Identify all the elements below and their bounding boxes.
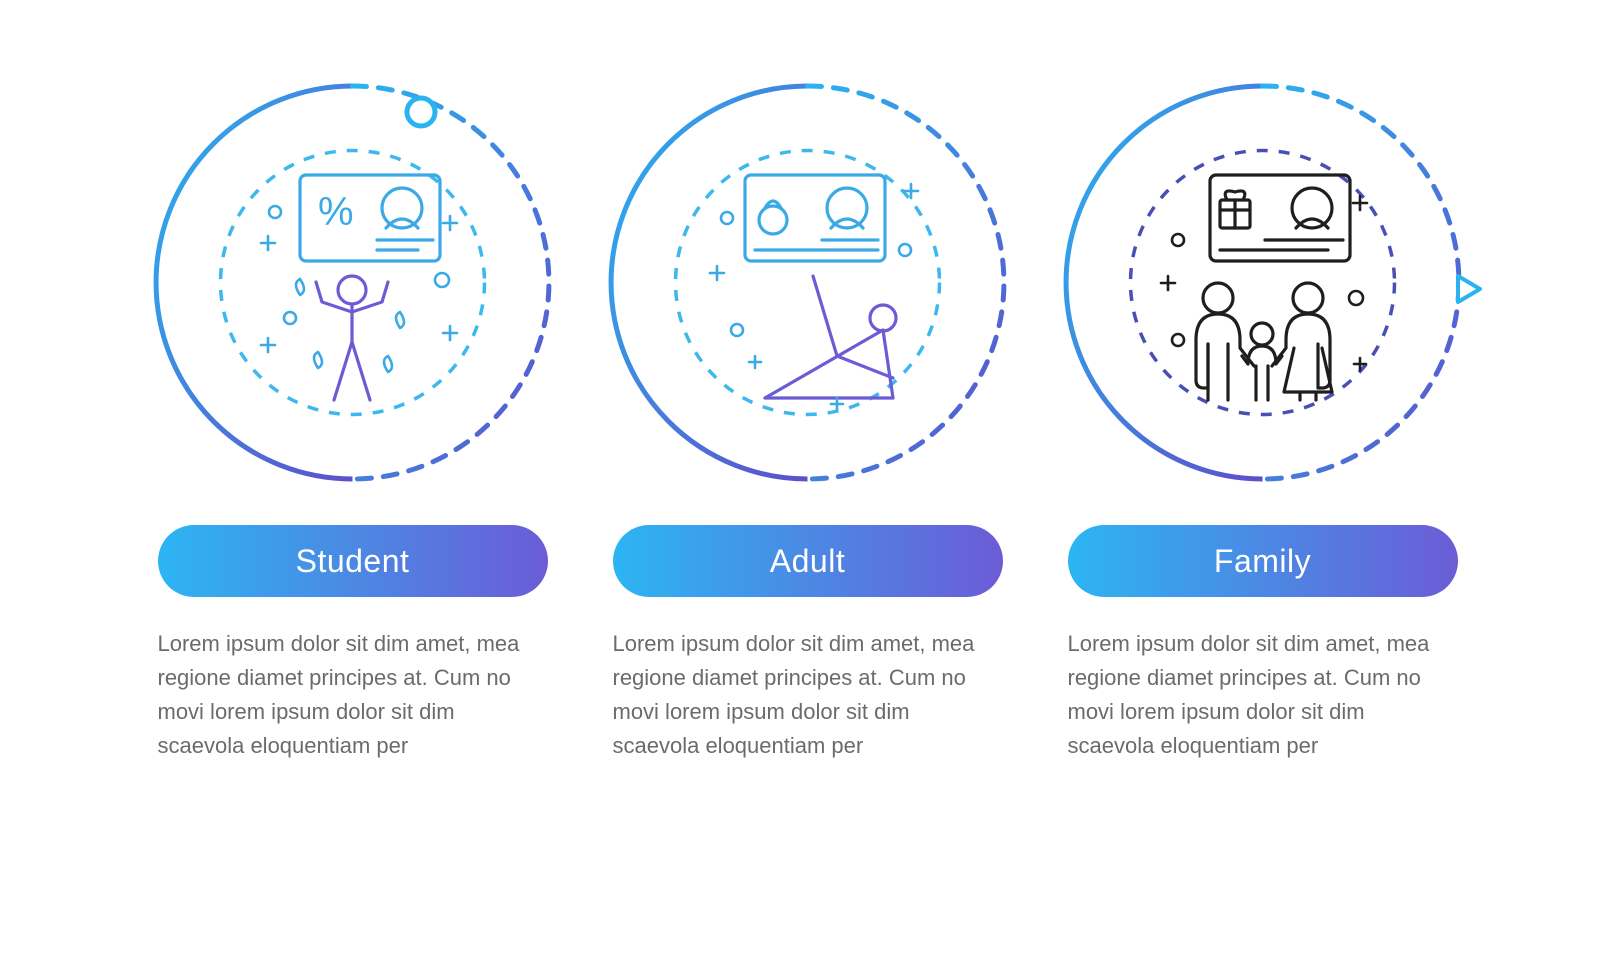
- pill-label: Adult: [770, 543, 845, 580]
- arrow-head-icon: [1458, 276, 1480, 302]
- adult-icon: [710, 175, 918, 410]
- family-icon: [1161, 175, 1367, 400]
- pill-student: Student: [158, 525, 548, 597]
- pill-label: Family: [1214, 543, 1311, 580]
- col-adult: Adult Lorem ipsum dolor sit dim amet, me…: [605, 80, 1010, 763]
- columns-row: %: [150, 80, 1465, 763]
- ring-adult: [605, 80, 1010, 485]
- ring-marker: [407, 98, 435, 126]
- student-icon: %: [261, 175, 457, 400]
- desc-student: Lorem ipsum dolor sit dim amet, mea regi…: [158, 627, 548, 763]
- col-family: Family Lorem ipsum dolor sit dim amet, m…: [1060, 80, 1465, 763]
- infographic-canvas: %: [0, 0, 1615, 980]
- pill-family: Family: [1068, 525, 1458, 597]
- pill-adult: Adult: [613, 525, 1003, 597]
- ring-family: [1060, 80, 1465, 485]
- pill-label: Student: [296, 543, 410, 580]
- ring-student: %: [150, 80, 555, 485]
- col-student: %: [150, 80, 555, 763]
- desc-family: Lorem ipsum dolor sit dim amet, mea regi…: [1068, 627, 1458, 763]
- desc-adult: Lorem ipsum dolor sit dim amet, mea regi…: [613, 627, 1003, 763]
- svg-text:%: %: [318, 190, 354, 234]
